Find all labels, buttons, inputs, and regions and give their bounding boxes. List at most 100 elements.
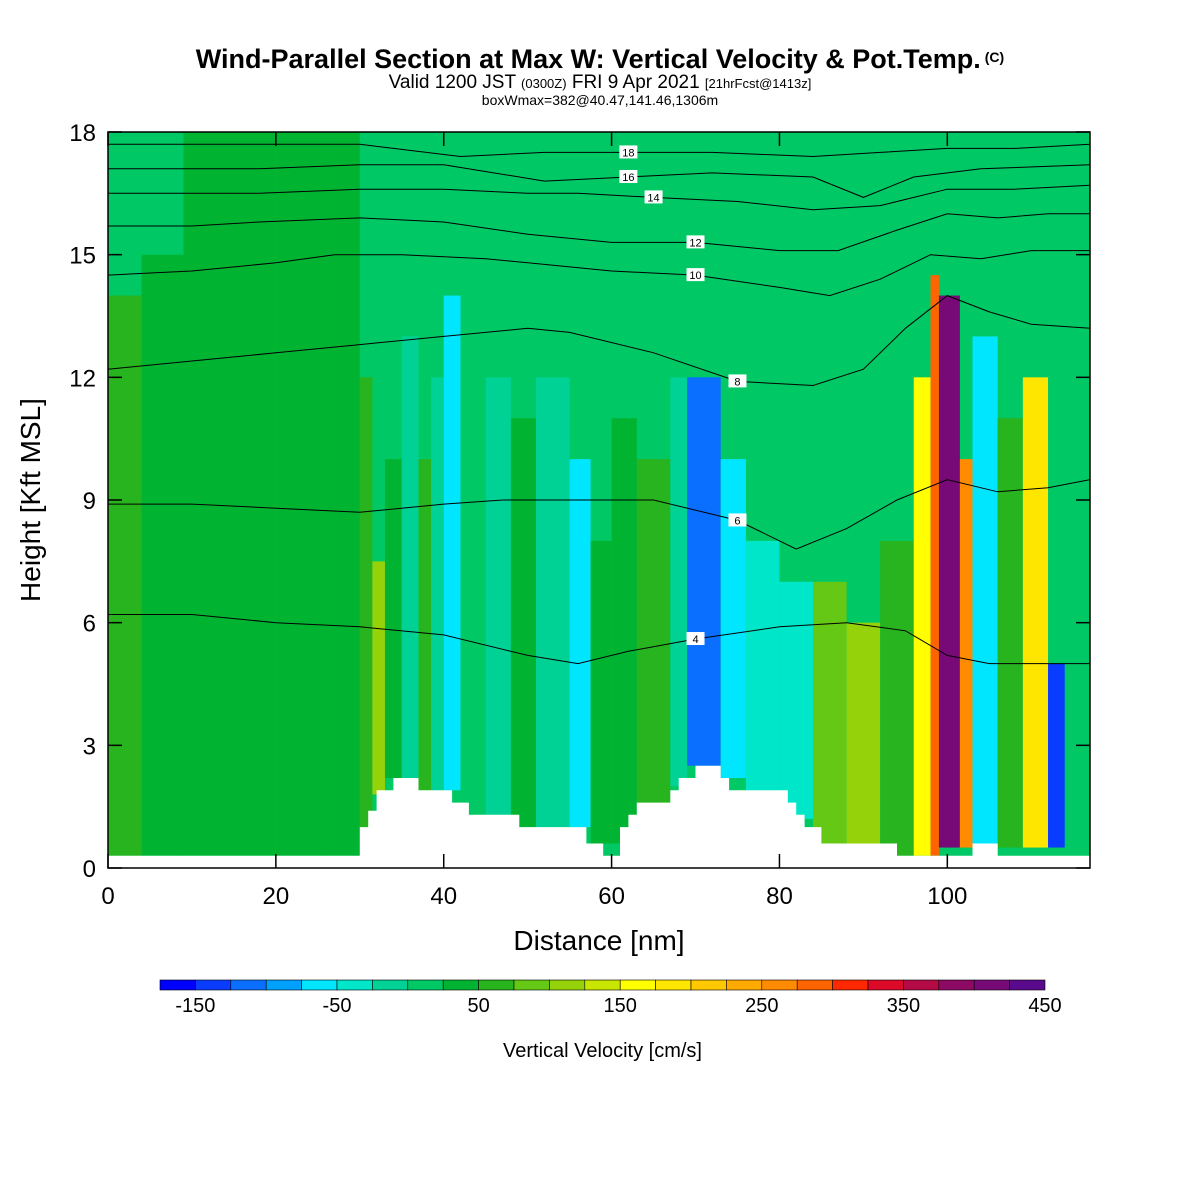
theta-contour [108,184,1091,211]
velocity-cell [745,540,780,791]
velocity-cell [431,377,444,791]
y-tick-label: 3 [83,733,96,760]
velocity-cell [611,418,637,844]
contour-label: 10 [689,270,701,282]
theta-contour [107,250,1090,297]
velocity-cell [485,377,511,815]
colorbar-swatch [301,979,338,991]
contour-label-bg [619,169,638,183]
contour-label: 6 [734,515,740,527]
colorbar-swatch [513,979,550,991]
velocity-cell [636,459,671,811]
x-tick-label: 80 [766,883,793,910]
contour-label: 16 [622,172,634,184]
colorbar-swatch [619,979,656,991]
colorbar-swatch [655,979,692,991]
colorbar-swatch [265,979,302,991]
contour-label: 18 [622,147,634,159]
velocity-cell [183,132,226,856]
velocity-cell [510,418,537,828]
forecast-info: [21hrFcst@1413z] [704,76,812,91]
velocity-cell [938,295,960,848]
colorbar-label: -50 [323,995,352,1017]
contour-label: 4 [692,634,698,646]
contour-label-bg [686,268,705,282]
colorbar-swatch [372,979,409,991]
colorbar-swatch [584,979,621,991]
velocity-cell [225,132,276,856]
colorbar-swatch [442,979,479,991]
valid-utc: (0300Z) [521,76,567,91]
x-tick-label: 0 [101,883,114,910]
colorbar-swatch [832,979,869,991]
colorbar-swatch [973,979,1010,991]
velocity-cell [536,377,570,828]
contour-label-bg [728,374,747,388]
velocity-cell [141,254,184,856]
colorbar-swatch [336,979,373,991]
colorbar-label: 250 [745,995,778,1017]
velocity-cell [460,336,486,803]
velocity-cell [880,540,914,856]
y-tick-label: 9 [83,488,96,515]
velocity-cell [930,275,939,856]
velocity-cell [997,418,1023,848]
velocity-cell [959,459,973,848]
velocity-cell [779,581,814,819]
velocity-cell [720,459,746,779]
valid-date: FRI 9 Apr 2021 [571,72,700,93]
theta-contour [108,479,1091,550]
colorbar-swatch [796,979,833,991]
y-tick-label: 12 [69,365,96,392]
velocity-cell [108,295,142,856]
colorbar-label: 150 [604,995,637,1017]
velocity-cell [384,459,402,779]
velocity-cell [590,540,612,844]
contour-label-bg [686,235,705,249]
box-info: boxWmax=382@40.47,141.46,1306m [481,92,719,108]
contour-label-bg [686,632,705,646]
axes: 0 20 40 60 80 100 0 3 6 9 12 15 18 Distance [nm] Heigh… [15,120,1091,956]
velocity-cell [372,561,385,795]
velocity-cell [1048,663,1065,848]
colorbar-swatch [230,979,267,991]
velocity-cell [401,336,419,779]
contour-label-bg [728,513,747,527]
y-tick-label: 15 [69,243,96,270]
velocity-cell [1022,377,1049,848]
colorbar-swatch [903,979,940,991]
x-axis-title: Distance [nm] [513,925,684,956]
contour-label: 12 [689,237,701,249]
colorbar-swatch [195,979,232,991]
plot-area: 4 6 8 10 12 14 16 18 [107,132,1091,868]
velocity-cell [687,377,721,766]
colorbar-swatch [761,979,798,991]
colorbar-label: 350 [887,995,920,1017]
velocity-cell [418,459,432,791]
colorbar-swatch [867,979,904,991]
colorbar-swatch [407,979,444,991]
colorbar-swatch [478,979,515,991]
velocity-cell [443,295,461,791]
velocity-cell [913,377,931,856]
contour-label-bg [644,190,663,204]
valid-time-line: Valid 1200 JST (0300Z) FRI 9 Apr 2021 [2… [0,72,1200,94]
colorbar-title: Vertical Velocity [cm/s] [503,1040,702,1062]
chart-title: Wind-Parallel Section at Max W: Vertical… [195,44,1005,74]
colorbar-label: -150 [175,995,215,1017]
contour-label: 8 [734,376,740,388]
velocity-cell [359,377,373,836]
velocity-cell [1064,336,1090,848]
colorbar-swatch [549,979,586,991]
colorbar-swatch [726,979,763,991]
terrain [108,765,1090,868]
theta-contour [107,295,1091,387]
x-tick-label: 60 [598,883,625,910]
y-tick-label: 18 [69,120,96,147]
velocity-cell [275,132,327,856]
x-tick-label: 20 [263,883,290,910]
theta-contour [108,614,1090,665]
colorbar-swatch [690,979,727,991]
velocity-cell [670,377,688,787]
